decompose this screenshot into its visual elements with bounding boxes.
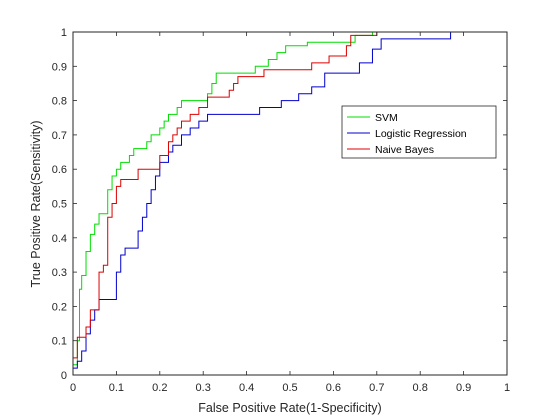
y-tick-label: 0.3 [52,267,67,279]
x-tick-label: 0.1 [109,382,124,394]
x-tick-label: 0.5 [282,382,297,394]
y-tick-label: 0.7 [52,130,67,142]
x-tick-label: 0.7 [369,382,384,394]
plot-area [73,32,507,375]
y-tick-label: 0.5 [52,199,67,211]
legend-label: Naive Bayes [375,144,434,156]
tick-layer: 0 0.1 0.2 0.3 0.4 0.5 0.6 0.7 0.8 0.9 1 0 0.1 0.2 0.3 0… [52,27,510,394]
x-tick-label: 0 [70,382,76,394]
x-tick-label: 1 [504,382,510,394]
y-tick-label: 0.4 [52,233,67,245]
series-layer [72,31,507,375]
y-tick-label: 0.8 [52,96,67,108]
y-tick-label: 0.6 [52,164,67,176]
x-axis-title: False Positive Rate(1-Specificity) [198,401,381,415]
y-tick-label: 0 [61,370,67,382]
x-tick-label: 0.4 [239,382,254,394]
x-tick-label: 0.2 [152,382,167,394]
y-tick-label: 0.1 [52,336,67,348]
y-axis-title: True Positive Rate(Sensitivity) [29,121,43,288]
legend-label: SVM [375,112,398,124]
y-tick-label: 1 [61,27,67,39]
x-tick-label: 0.3 [196,382,211,394]
y-tick-label: 0.9 [52,61,67,73]
legend-label: Logistic Regression [375,128,467,140]
series-line-svm [72,31,507,375]
series-line-naive-bayes [72,31,507,375]
x-tick-label: 0.9 [456,382,471,394]
y-tick-label: 0.2 [52,301,67,313]
x-tick-label: 0.8 [413,382,428,394]
legend: SVM Logistic Regression Naive Bayes [341,105,497,159]
x-tick-label: 0.6 [326,382,341,394]
